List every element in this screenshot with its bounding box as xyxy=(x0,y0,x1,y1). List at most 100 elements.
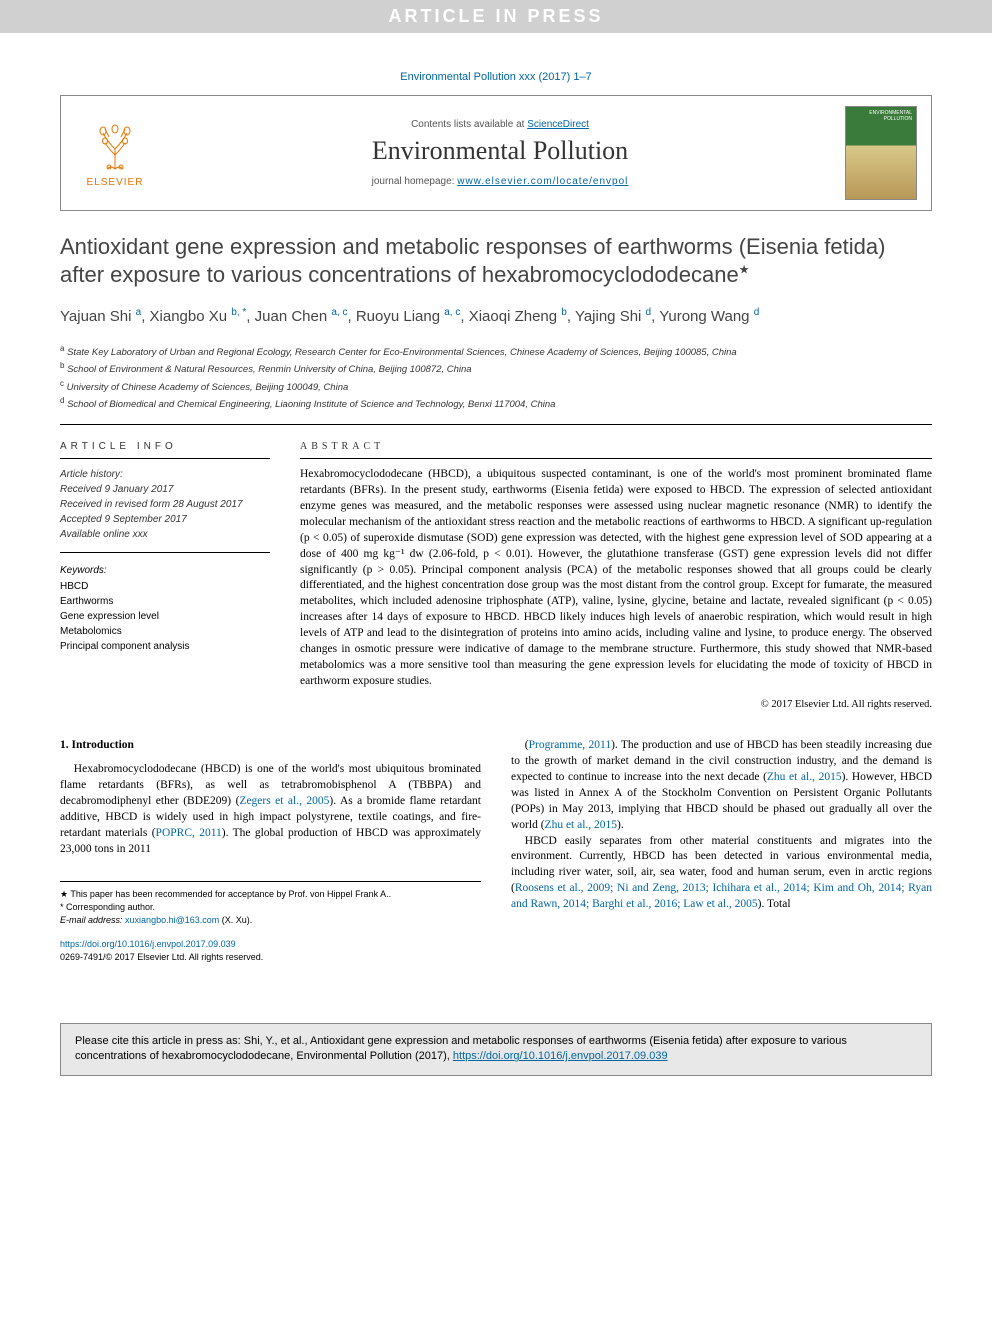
keyword: Principal component analysis xyxy=(60,639,270,654)
history-label: Article history: xyxy=(60,467,270,482)
author-aff: d xyxy=(754,307,760,318)
journal-name: Environmental Pollution xyxy=(155,136,845,166)
affiliation: b School of Environment & Natural Resour… xyxy=(60,360,932,377)
history-online: Available online xxx xyxy=(60,527,270,542)
author-aff: d xyxy=(646,307,652,318)
copyright-line: © 2017 Elsevier Ltd. All rights reserved… xyxy=(300,699,932,710)
publisher-label: ELSEVIER xyxy=(75,177,155,188)
publisher-logo-block: ELSEVIER xyxy=(75,119,155,188)
article-in-press-banner: ARTICLE IN PRESS xyxy=(0,0,992,33)
elsevier-tree-icon xyxy=(87,119,143,175)
citation-link[interactable]: Zhu et al., 2015 xyxy=(545,819,618,831)
aff-text: School of Environment & Natural Resource… xyxy=(67,364,471,375)
journal-cover-thumbnail: ENVIRONMENTAL POLLUTION xyxy=(845,106,917,200)
author-aff: b, * xyxy=(231,307,246,318)
author-name: Yajing Shi xyxy=(575,308,641,325)
author-name: Yajuan Shi xyxy=(60,308,131,325)
affiliation: c University of Chinese Academy of Scien… xyxy=(60,378,932,395)
author-name: Ruoyu Liang xyxy=(356,308,440,325)
author-name: Yurong Wang xyxy=(659,308,749,325)
intro-paragraph: Hexabromocyclododecane (HBCD) is one of … xyxy=(60,762,481,857)
keyword: Earthworms xyxy=(60,594,270,609)
citation-link[interactable]: POPRC, 2011 xyxy=(156,827,222,839)
keyword: HBCD xyxy=(60,579,270,594)
text: ). Total xyxy=(758,898,791,910)
author-name: Xiangbo Xu xyxy=(150,308,228,325)
citation-link[interactable]: Roosens et al., 2009; Ni and Zeng, 2013;… xyxy=(511,882,932,910)
author: Yajuan Shi a xyxy=(60,308,141,325)
author: Yajing Shi d xyxy=(575,308,651,325)
footnote-dagger: ★ This paper has been recommended for ac… xyxy=(60,888,481,901)
author-aff: b xyxy=(561,307,567,318)
aff-key: c xyxy=(60,379,64,388)
author-aff: a, c xyxy=(444,307,460,318)
doi-link[interactable]: https://doi.org/10.1016/j.envpol.2017.09… xyxy=(60,939,236,949)
author: Ruoyu Liang a, c xyxy=(356,308,461,325)
citation-link[interactable]: Zhu et al., 2015 xyxy=(767,771,842,783)
email-link[interactable]: xuxiangbo.hi@163.com xyxy=(125,915,219,925)
history-received: Received 9 January 2017 xyxy=(60,482,270,497)
article-title: Antioxidant gene expression and metaboli… xyxy=(60,233,932,289)
header-center: Contents lists available at ScienceDirec… xyxy=(155,119,845,187)
homepage-prefix: journal homepage: xyxy=(372,176,458,187)
cite-this-article-box: Please cite this article in press as: Sh… xyxy=(60,1023,932,1076)
article-info-label: ARTICLE INFO xyxy=(60,441,270,459)
aff-text: State Key Laboratory of Urban and Region… xyxy=(67,347,737,358)
keyword: Gene expression level xyxy=(60,609,270,624)
author: Yurong Wang d xyxy=(659,308,759,325)
sciencedirect-link[interactable]: ScienceDirect xyxy=(527,119,589,130)
journal-reference: Environmental Pollution xxx (2017) 1–7 xyxy=(60,71,932,83)
cite-doi-link[interactable]: https://doi.org/10.1016/j.envpol.2017.09… xyxy=(453,1050,668,1062)
article-history: Article history: Received 9 January 2017… xyxy=(60,467,270,553)
aff-key: a xyxy=(60,344,64,353)
doi-block: https://doi.org/10.1016/j.envpol.2017.09… xyxy=(60,938,481,963)
abstract-column: ABSTRACT Hexabromocyclododecane (HBCD), … xyxy=(300,441,932,710)
journal-homepage-link[interactable]: www.elsevier.com/locate/envpol xyxy=(457,176,628,187)
abstract-label: ABSTRACT xyxy=(300,441,932,459)
keywords-label: Keywords: xyxy=(60,565,270,576)
body-col-left: 1. Introduction Hexabromocyclododecane (… xyxy=(60,738,481,963)
author: Xiaoqi Zheng b xyxy=(469,308,567,325)
footnote-corresponding: * Corresponding author. xyxy=(60,901,481,914)
author-name: Juan Chen xyxy=(255,308,328,325)
author-aff: a xyxy=(136,307,142,318)
author-list: Yajuan Shi a, Xiangbo Xu b, *, Juan Chen… xyxy=(60,305,932,329)
keywords-list: HBCD Earthworms Gene expression level Me… xyxy=(60,579,270,654)
citation-link[interactable]: Zegers et al., 2005 xyxy=(239,795,329,807)
body-two-column: 1. Introduction Hexabromocyclododecane (… xyxy=(60,738,932,963)
aff-text: University of Chinese Academy of Science… xyxy=(67,382,349,393)
intro-paragraph: (Programme, 2011). The production and us… xyxy=(511,738,932,833)
page-content: Environmental Pollution xxx (2017) 1–7 E… xyxy=(0,33,992,1003)
issn-copyright: 0269-7491/© 2017 Elsevier Ltd. All right… xyxy=(60,951,481,963)
footnote-email: E-mail address: xuxiangbo.hi@163.com (X.… xyxy=(60,914,481,927)
email-label: E-mail address: xyxy=(60,915,123,925)
intro-paragraph: HBCD easily separates from other materia… xyxy=(511,834,932,913)
keyword: Metabolomics xyxy=(60,624,270,639)
aff-key: b xyxy=(60,361,64,370)
citation-link[interactable]: Programme, 2011 xyxy=(529,739,611,751)
email-suffix: (X. Xu). xyxy=(222,915,253,925)
history-accepted: Accepted 9 September 2017 xyxy=(60,512,270,527)
footnotes-block: ★ This paper has been recommended for ac… xyxy=(60,881,481,926)
journal-header-box: ELSEVIER Contents lists available at Sci… xyxy=(60,95,932,211)
section-heading-intro: 1. Introduction xyxy=(60,738,481,754)
author: Juan Chen a, c xyxy=(255,308,348,325)
aff-text: School of Biomedical and Chemical Engine… xyxy=(67,399,555,410)
text: ). xyxy=(617,819,624,831)
author-aff: a, c xyxy=(331,307,347,318)
author-name: Xiaoqi Zheng xyxy=(469,308,557,325)
title-dagger-icon: ★ xyxy=(739,263,750,277)
aff-key: d xyxy=(60,396,64,405)
journal-homepage-line: journal homepage: www.elsevier.com/locat… xyxy=(155,176,845,187)
history-revised: Received in revised form 28 August 2017 xyxy=(60,497,270,512)
cover-label: ENVIRONMENTAL POLLUTION xyxy=(846,111,912,122)
body-col-right: (Programme, 2011). The production and us… xyxy=(511,738,932,963)
affiliation: a State Key Laboratory of Urban and Regi… xyxy=(60,343,932,360)
article-info-column: ARTICLE INFO Article history: Received 9… xyxy=(60,441,270,710)
info-abstract-row: ARTICLE INFO Article history: Received 9… xyxy=(60,441,932,710)
author: Xiangbo Xu b, * xyxy=(150,308,247,325)
contents-prefix: Contents lists available at xyxy=(411,119,527,130)
abstract-text: Hexabromocyclododecane (HBCD), a ubiquit… xyxy=(300,467,932,689)
title-text: Antioxidant gene expression and metaboli… xyxy=(60,234,885,287)
affiliation: d School of Biomedical and Chemical Engi… xyxy=(60,395,932,412)
